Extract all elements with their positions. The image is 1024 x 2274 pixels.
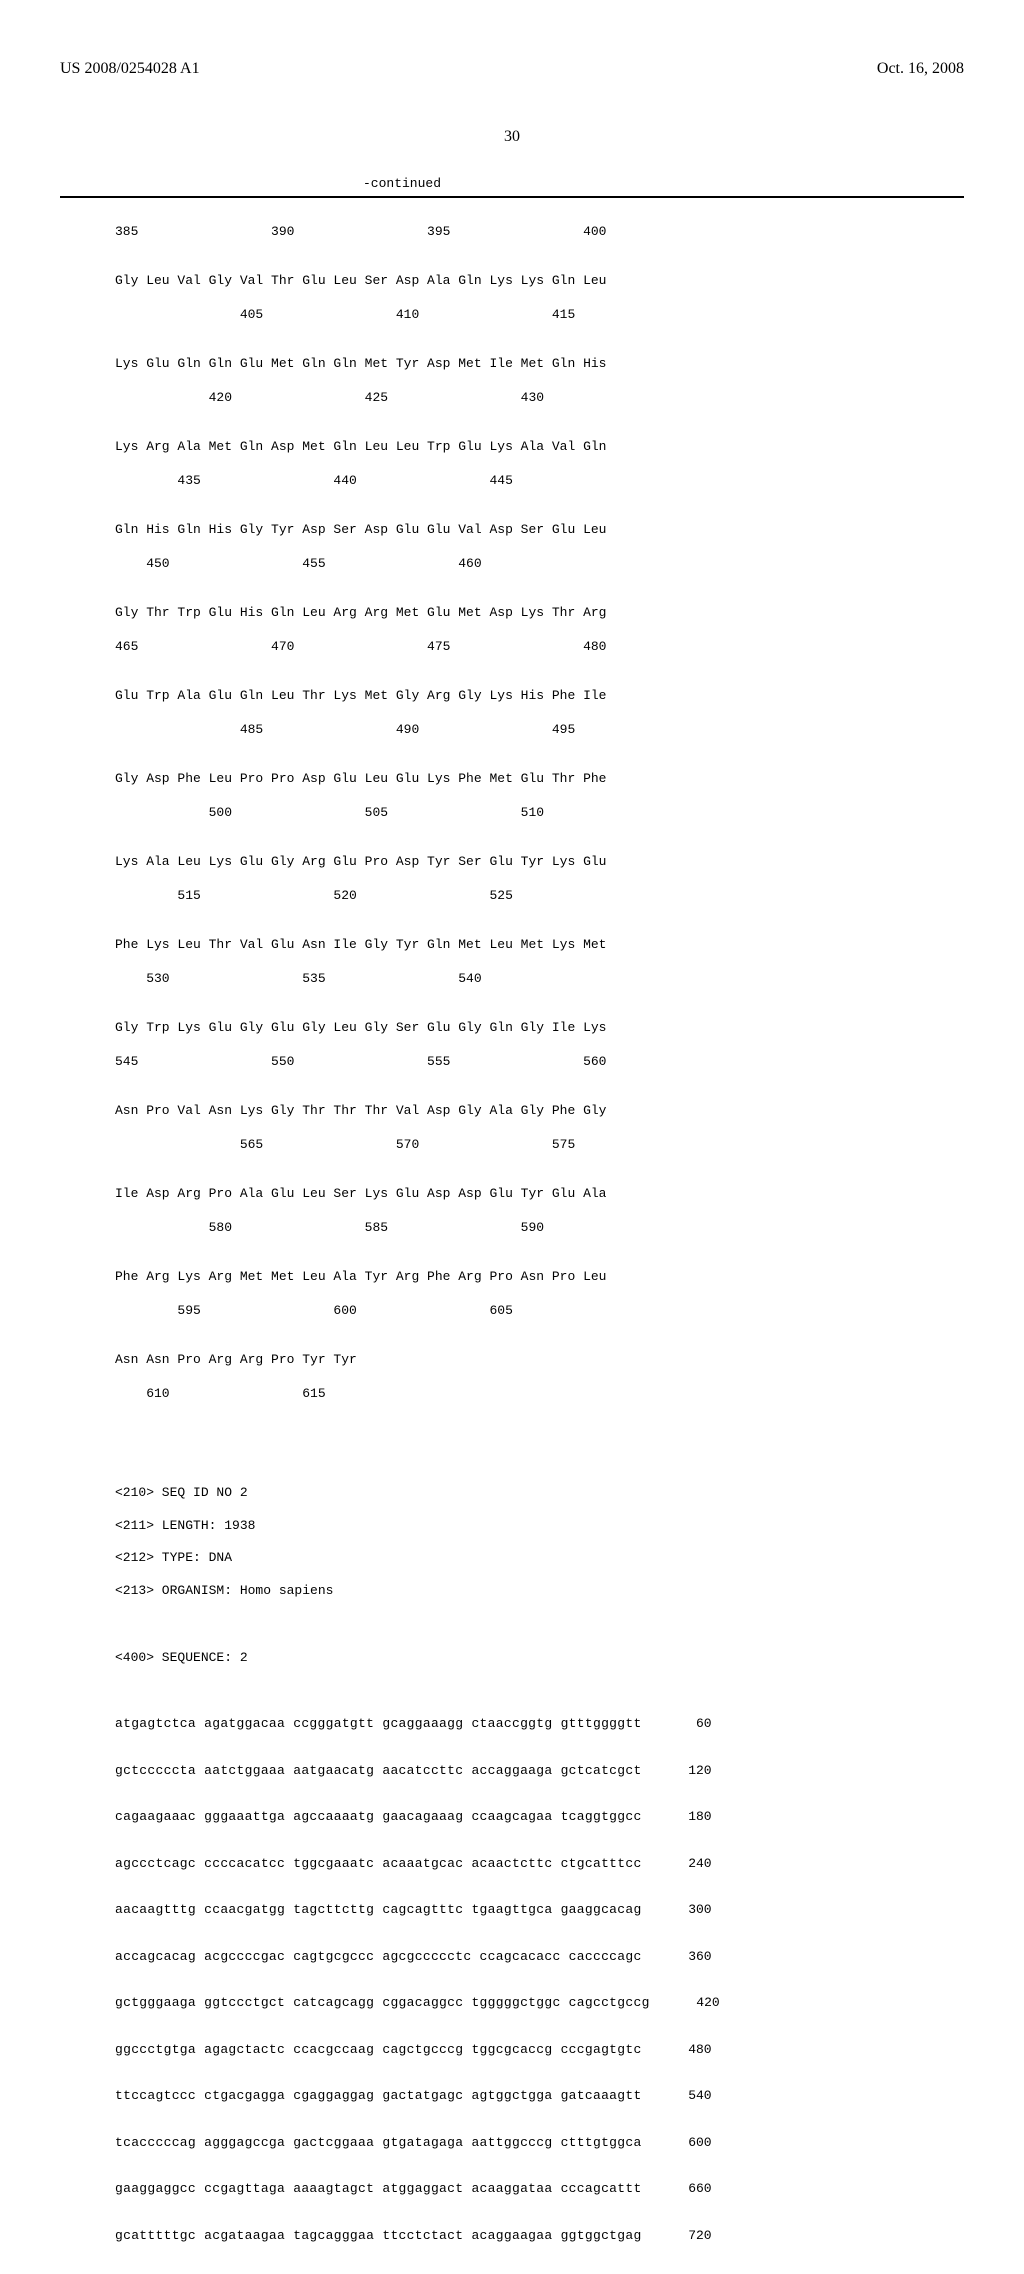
dna-row: agccctcagc ccccacatcc tggcgaaatc acaaatg… — [115, 1856, 1024, 1872]
protein-row: Gly Asp Phe Leu Pro Pro Asp Glu Leu Glu … — [115, 771, 1024, 787]
protein-row: Gly Leu Val Gly Val Thr Glu Leu Ser Asp … — [115, 273, 1024, 289]
dna-pos: 60 — [672, 1716, 712, 1732]
dna-pos: 300 — [672, 1902, 712, 1918]
position-row: 610 615 — [115, 1386, 1024, 1402]
protein-row: Asn Asn Pro Arg Arg Pro Tyr Tyr — [115, 1352, 1024, 1368]
publication-date: Oct. 16, 2008 — [877, 60, 964, 78]
protein-row: Glu Trp Ala Glu Gln Leu Thr Lys Met Gly … — [115, 688, 1024, 704]
dna-row: cagaagaaac gggaaattga agccaaaatg gaacaga… — [115, 1809, 1024, 1825]
dna-text: gaaggaggcc ccgagttaga aaaagtagct atggagg… — [115, 2181, 642, 2197]
dna-row: ttccagtccc ctgacgagga cgaggaggag gactatg… — [115, 2088, 1024, 2104]
position-row: 435 440 445 — [115, 473, 1024, 489]
protein-row: Gly Thr Trp Glu His Gln Leu Arg Arg Met … — [115, 605, 1024, 621]
dna-pos: 660 — [672, 2181, 712, 2197]
protein-row: Phe Lys Leu Thr Val Glu Asn Ile Gly Tyr … — [115, 937, 1024, 953]
dna-row: atgagtctca agatggacaa ccgggatgtt gcaggaa… — [115, 1716, 1024, 1732]
position-row: 405 410 415 — [115, 307, 1024, 323]
sequence-listing: 385 390 395 400 Gly Leu Val Gly Val Thr … — [0, 208, 1024, 2274]
dna-text: tcacccccag agggagccga gactcggaaa gtgatag… — [115, 2135, 642, 2151]
protein-row: Lys Arg Ala Met Gln Asp Met Gln Leu Leu … — [115, 439, 1024, 455]
dna-row: aacaagtttg ccaacgatgg tagcttcttg cagcagt… — [115, 1902, 1024, 1918]
seq-length: <211> LENGTH: 1938 — [115, 1518, 1024, 1534]
dna-text: gcatttttgc acgataagaa tagcagggaa ttcctct… — [115, 2228, 642, 2244]
dna-pos: 240 — [672, 1856, 712, 1872]
dna-pos: 120 — [672, 1763, 712, 1779]
position-row: 500 505 510 — [115, 805, 1024, 821]
dna-text: ttccagtccc ctgacgagga cgaggaggag gactatg… — [115, 2088, 642, 2104]
dna-text: accagcacag acgccccgac cagtgcgccc agcgccc… — [115, 1949, 642, 1965]
position-row: 420 425 430 — [115, 390, 1024, 406]
page-number: 30 — [0, 128, 1024, 146]
position-row: 465 470 475 480 — [115, 639, 1024, 655]
dna-row: gcatttttgc acgataagaa tagcagggaa ttcctct… — [115, 2228, 1024, 2244]
seq-metadata: <210> SEQ ID NO 2 <211> LENGTH: 1938 <21… — [115, 1469, 1024, 1615]
position-row: 545 550 555 560 — [115, 1054, 1024, 1070]
dna-pos: 420 — [680, 1995, 720, 2011]
seq-type: <212> TYPE: DNA — [115, 1550, 1024, 1566]
dna-text: gctgggaaga ggtccctgct catcagcagg cggacag… — [115, 1995, 650, 2011]
position-row: 450 455 460 — [115, 556, 1024, 572]
divider-line — [60, 196, 964, 198]
dna-text: aacaagtttg ccaacgatgg tagcttcttg cagcagt… — [115, 1902, 642, 1918]
sequence-header: <400> SEQUENCE: 2 — [115, 1650, 1024, 1666]
protein-row: Lys Glu Gln Gln Glu Met Gln Gln Met Tyr … — [115, 356, 1024, 372]
protein-row: Gly Trp Lys Glu Gly Glu Gly Leu Gly Ser … — [115, 1020, 1024, 1036]
position-row: 565 570 575 — [115, 1137, 1024, 1153]
protein-row: Lys Ala Leu Lys Glu Gly Arg Glu Pro Asp … — [115, 854, 1024, 870]
dna-row: accagcacag acgccccgac cagtgcgccc agcgccc… — [115, 1949, 1024, 1965]
dna-text: ggccctgtga agagctactc ccacgccaag cagctgc… — [115, 2042, 642, 2058]
protein-row: Ile Asp Arg Pro Ala Glu Leu Ser Lys Glu … — [115, 1186, 1024, 1202]
position-row: 515 520 525 — [115, 888, 1024, 904]
dna-pos: 600 — [672, 2135, 712, 2151]
page-header: US 2008/0254028 A1 Oct. 16, 2008 — [0, 0, 1024, 88]
protein-row: Asn Pro Val Asn Lys Gly Thr Thr Thr Val … — [115, 1103, 1024, 1119]
dna-row: gaaggaggcc ccgagttaga aaaagtagct atggagg… — [115, 2181, 1024, 2197]
position-row: 485 490 495 — [115, 722, 1024, 738]
position-row: 580 585 590 — [115, 1220, 1024, 1236]
dna-row: tcacccccag agggagccga gactcggaaa gtgatag… — [115, 2135, 1024, 2151]
dna-pos: 720 — [672, 2228, 712, 2244]
dna-row: ggccctgtga agagctactc ccacgccaag cagctgc… — [115, 2042, 1024, 2058]
seq-organism: <213> ORGANISM: Homo sapiens — [115, 1583, 1024, 1599]
seq-id: <210> SEQ ID NO 2 — [115, 1485, 1024, 1501]
dna-pos: 360 — [672, 1949, 712, 1965]
dna-text: gctcccccta aatctggaaa aatgaacatg aacatcc… — [115, 1763, 642, 1779]
dna-row: gctgggaaga ggtccctgct catcagcagg cggacag… — [115, 1995, 1024, 2011]
dna-pos: 480 — [672, 2042, 712, 2058]
dna-pos: 540 — [672, 2088, 712, 2104]
protein-row: Gln His Gln His Gly Tyr Asp Ser Asp Glu … — [115, 522, 1024, 538]
dna-pos: 180 — [672, 1809, 712, 1825]
position-row: 595 600 605 — [115, 1303, 1024, 1319]
dna-text: agccctcagc ccccacatcc tggcgaaatc acaaatg… — [115, 1856, 642, 1872]
protein-row: Phe Arg Lys Arg Met Met Leu Ala Tyr Arg … — [115, 1269, 1024, 1285]
dna-row: gctcccccta aatctggaaa aatgaacatg aacatcc… — [115, 1763, 1024, 1779]
position-row: 385 390 395 400 — [115, 224, 1024, 240]
dna-text: atgagtctca agatggacaa ccgggatgtt gcaggaa… — [115, 1716, 642, 1732]
patent-id: US 2008/0254028 A1 — [60, 60, 200, 78]
position-row: 530 535 540 — [115, 971, 1024, 987]
dna-text: cagaagaaac gggaaattga agccaaaatg gaacaga… — [115, 1809, 642, 1825]
continued-label: -continued — [0, 176, 804, 191]
